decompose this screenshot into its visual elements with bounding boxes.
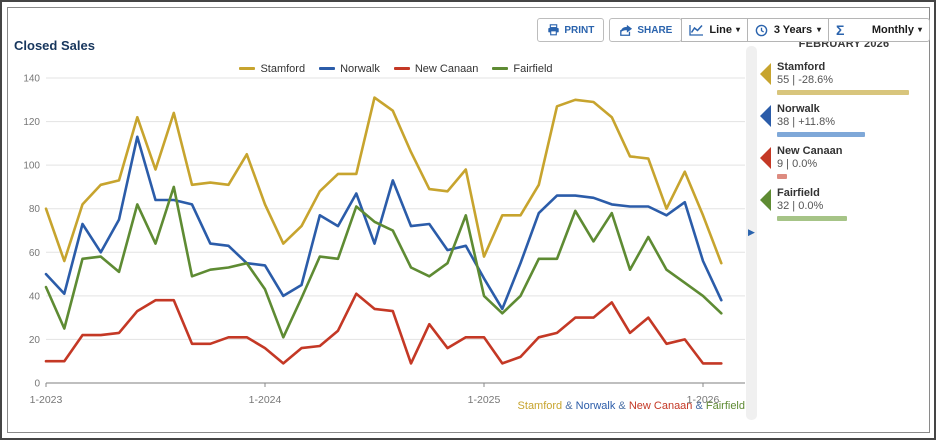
legend-item-fairfield[interactable]: Fairfield <box>492 62 553 75</box>
print-label: PRINT <box>564 24 595 36</box>
page-title: Closed Sales <box>14 38 95 53</box>
entry-value: 32 | 0.0% <box>777 200 824 212</box>
side-panel-entries: Stamford 55 | -28.6% Norwalk 38 | +11.8% New… <box>760 61 928 221</box>
entry-bar <box>777 174 787 179</box>
legend-label: Stamford <box>260 62 306 75</box>
footer-separator: & <box>615 400 629 412</box>
entry-value: 55 | -28.6% <box>777 74 834 86</box>
chart-type-label: Line <box>709 24 732 36</box>
chart-type-dropdown[interactable]: Line ▾ <box>681 18 748 42</box>
share-button[interactable]: SHARE <box>609 18 683 42</box>
panel-collapse-handle[interactable]: ▶ <box>746 46 757 420</box>
left-arrow-icon <box>760 147 771 169</box>
entry-value: 38 | +11.8% <box>777 116 836 128</box>
side-panel-entry-fairfield: Fairfield 32 | 0.0% <box>760 187 928 221</box>
footer-series-name: Fairfield <box>705 400 745 412</box>
footer-series-name: Stamford <box>517 400 563 412</box>
chart-legend: Stamford Norwalk New Canaan Fairfield <box>46 57 746 75</box>
entry-name: Fairfield <box>777 187 820 199</box>
legend-label: Fairfield <box>513 62 553 75</box>
legend-item-norwalk[interactable]: Norwalk <box>319 63 380 75</box>
printer-icon <box>547 24 560 36</box>
left-arrow-icon <box>760 63 771 85</box>
footer-separator: & <box>692 400 706 412</box>
side-panel-entry-stamford: Stamford 55 | -28.6% <box>760 61 928 95</box>
legend-dash-icon <box>393 67 410 70</box>
share-label: SHARE <box>637 24 673 36</box>
clock-icon <box>755 24 768 37</box>
left-arrow-icon <box>760 105 771 127</box>
chevron-down-icon: ▾ <box>735 25 740 34</box>
chevron-down-icon: ▾ <box>917 25 922 34</box>
legend-dash-icon <box>492 67 509 70</box>
side-panel: FEBRUARY 2026 Stamford 55 | -28.6% Norwalk… <box>760 38 928 229</box>
left-arrow-icon <box>760 189 771 211</box>
legend-item-new-canaan[interactable]: New Canaan <box>393 62 479 75</box>
share-icon <box>619 24 633 37</box>
sigma-icon: Σ <box>836 22 845 38</box>
footer-separator: & <box>562 400 576 412</box>
chart-footer-series-names: Stamford & Norwalk & New Canaan & Fairfi… <box>46 400 745 412</box>
entry-bar <box>777 132 865 137</box>
entry-name: New Canaan <box>777 145 843 157</box>
legend-item-stamford[interactable]: Stamford <box>239 63 305 75</box>
legend-dash-icon <box>239 67 256 70</box>
print-button[interactable]: PRINT <box>537 18 605 42</box>
line-chart-icon <box>689 24 704 36</box>
legend-label: Norwalk <box>340 62 380 75</box>
footer-series-name: Norwalk <box>575 400 616 412</box>
entry-value: 9 | 0.0% <box>777 158 818 170</box>
entry-name: Stamford <box>777 61 826 73</box>
legend-label: New Canaan <box>414 62 479 75</box>
interval-label: Monthly <box>871 24 914 36</box>
time-range-label: 3 Years <box>773 24 813 36</box>
legend-dash-icon <box>319 67 336 70</box>
side-panel-entry-norwalk: Norwalk 38 | +11.8% <box>760 103 928 137</box>
footer-series-name: New Canaan <box>628 400 693 412</box>
entry-bar <box>777 90 909 95</box>
time-range-dropdown[interactable]: 3 Years ▾ <box>747 18 829 42</box>
side-panel-entry-new-canaan: New Canaan 9 | 0.0% <box>760 145 928 179</box>
toolbar: PRINT SHARE Line ▾ 3 Years ▾ Σ <box>532 18 930 42</box>
entry-bar <box>777 216 847 221</box>
interval-dropdown[interactable]: Σ Monthly ▾ <box>828 18 930 42</box>
entry-name: Norwalk <box>777 103 820 115</box>
collapse-arrow-icon: ▶ <box>748 227 755 237</box>
chevron-down-icon: ▾ <box>816 25 821 34</box>
